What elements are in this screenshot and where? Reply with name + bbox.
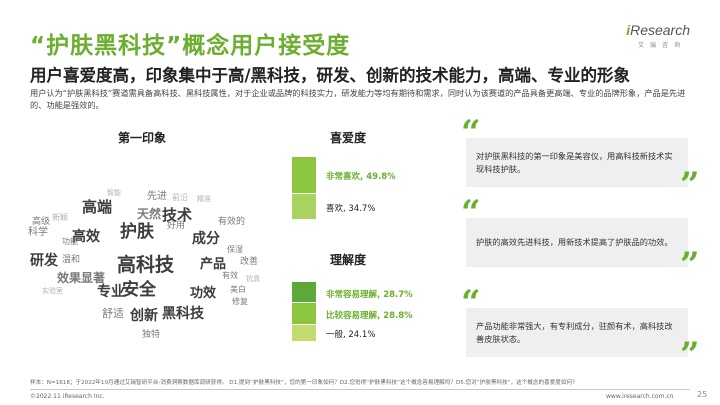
quote-close-icon: ”	[680, 245, 700, 285]
word-cloud-term: 效果显著	[57, 271, 106, 285]
word-cloud-term: 好用	[167, 221, 186, 231]
word-cloud-term: 天然	[137, 207, 162, 221]
understanding-bar-segment	[292, 282, 316, 303]
word-cloud-term: 研发	[30, 253, 58, 269]
logo-wordmark: iResearch	[626, 22, 690, 38]
understanding-bar-label: 非常容易理解, 28.7%	[326, 289, 413, 300]
word-cloud-term: 专业	[97, 284, 125, 300]
understanding-bar-label: 比较容易理解, 28.8%	[326, 310, 413, 321]
word-cloud-term: 功能	[62, 237, 78, 246]
page-subtitle: 用户喜爱度高，印象集中于高/黑科技，研发、创新的技术能力，高端、专业的形象	[30, 66, 631, 85]
word-cloud-term: 精准	[197, 195, 211, 203]
word-cloud-term: 安全	[122, 280, 156, 300]
favorability-bar-label: 非常喜欢, 49.8%	[326, 172, 396, 183]
logo-subtext: 艾瑞咨询	[637, 42, 686, 49]
word-cloud-term: 高效	[72, 229, 100, 245]
footer-divider	[30, 389, 690, 390]
quote-text: 对护肤黑科技的第一印象是美容仪，用高科技新技术实现科技护肤。	[476, 150, 673, 174]
word-cloud-term: 高端	[82, 198, 113, 216]
word-cloud-term: 温和	[62, 255, 81, 265]
favorability-bar-segment	[292, 193, 316, 219]
footnote: 样本：N=1618；于2022年10月通过艾瑞智研平台-消费洞察数据库调研获得。…	[30, 380, 578, 386]
word-cloud-term: 技术	[162, 206, 193, 224]
understanding-bar-label: 一般, 24.1%	[326, 330, 376, 341]
word-cloud-term: 前沿	[172, 193, 188, 202]
word-cloud-term: 新颖	[52, 213, 68, 222]
favorability-bar-segment	[292, 157, 316, 193]
word-cloud-term: 科学	[28, 227, 48, 238]
copyright: ©2022.11 iResearch Inc.	[30, 393, 105, 400]
quote-card: 产品功能非常强大，有专利成分，驻颜有术，高科技改善皮肤状态。	[466, 308, 688, 357]
understanding-bar-segment	[292, 303, 316, 324]
iresearch-logo: iResearch 艾瑞咨询	[610, 22, 690, 58]
quote-text: 护肤的高效先进科技，用新技术提高了护肤品的功效。	[476, 237, 673, 247]
quote-card: 对护肤黑科技的第一印象是美容仪，用高科技新技术实现科技护肤。	[466, 138, 688, 187]
word-cloud: 高科技 护肤 技术 高端高效 成分安全创新 功效 专业 研发黑科技 产品 天然 先进效果显著 科学舒适…	[22, 148, 277, 353]
first-impression-label: 第一印象	[118, 131, 167, 145]
word-cloud-term: 美白	[230, 285, 246, 294]
quote-text: 产品功能非常强大，有专利成分，驻颜有术，高科技改善皮肤状态。	[476, 320, 673, 344]
word-cloud-term: 先进	[147, 191, 167, 202]
word-cloud-term: 成分	[192, 231, 220, 247]
word-cloud-term: 智能	[107, 189, 121, 197]
word-cloud-term: 保湿	[227, 245, 243, 254]
word-cloud-term: 有效的	[218, 217, 246, 227]
word-cloud-term: 黑科技	[162, 306, 204, 322]
word-cloud-term: 修复	[232, 297, 248, 306]
favorability-label: 喜爱度	[330, 131, 367, 145]
favorability-bar-label: 喜欢, 34.7%	[326, 203, 376, 214]
understanding-label: 理解度	[330, 253, 367, 267]
word-cloud-term: 舒适	[102, 307, 124, 320]
website: www.iresearch.com.cn	[606, 393, 674, 400]
quote-close-icon: ”	[680, 335, 700, 375]
word-cloud-term: 抗衰	[246, 275, 260, 283]
word-cloud-term: 创新	[130, 308, 158, 324]
word-cloud-term: 高级	[32, 217, 51, 227]
word-cloud-term: 独特	[142, 330, 161, 340]
quote-close-icon: ”	[680, 165, 700, 205]
quote-card: 护肤的高效先进科技，用新技术提高了护肤品的功效。	[466, 218, 688, 267]
word-cloud-term: 改善	[240, 257, 259, 267]
word-cloud-term: 实验室	[42, 287, 63, 295]
word-cloud-term: 高科技	[117, 254, 175, 276]
word-cloud-term: 产品	[200, 257, 227, 272]
page-description: 用户认为“护肤黑科技”赛道需具备高科技、黑科技属性，对于企业或品牌的科技实力，研…	[30, 88, 686, 110]
page-number: 25	[697, 390, 708, 399]
word-cloud-term: 有效	[222, 271, 238, 280]
word-cloud-term: 功效	[190, 286, 217, 301]
page-title: “护肤黑科技”概念用户接受度	[30, 33, 351, 59]
word-cloud-term: 护肤	[120, 222, 154, 242]
understanding-bar-segment	[292, 324, 316, 342]
